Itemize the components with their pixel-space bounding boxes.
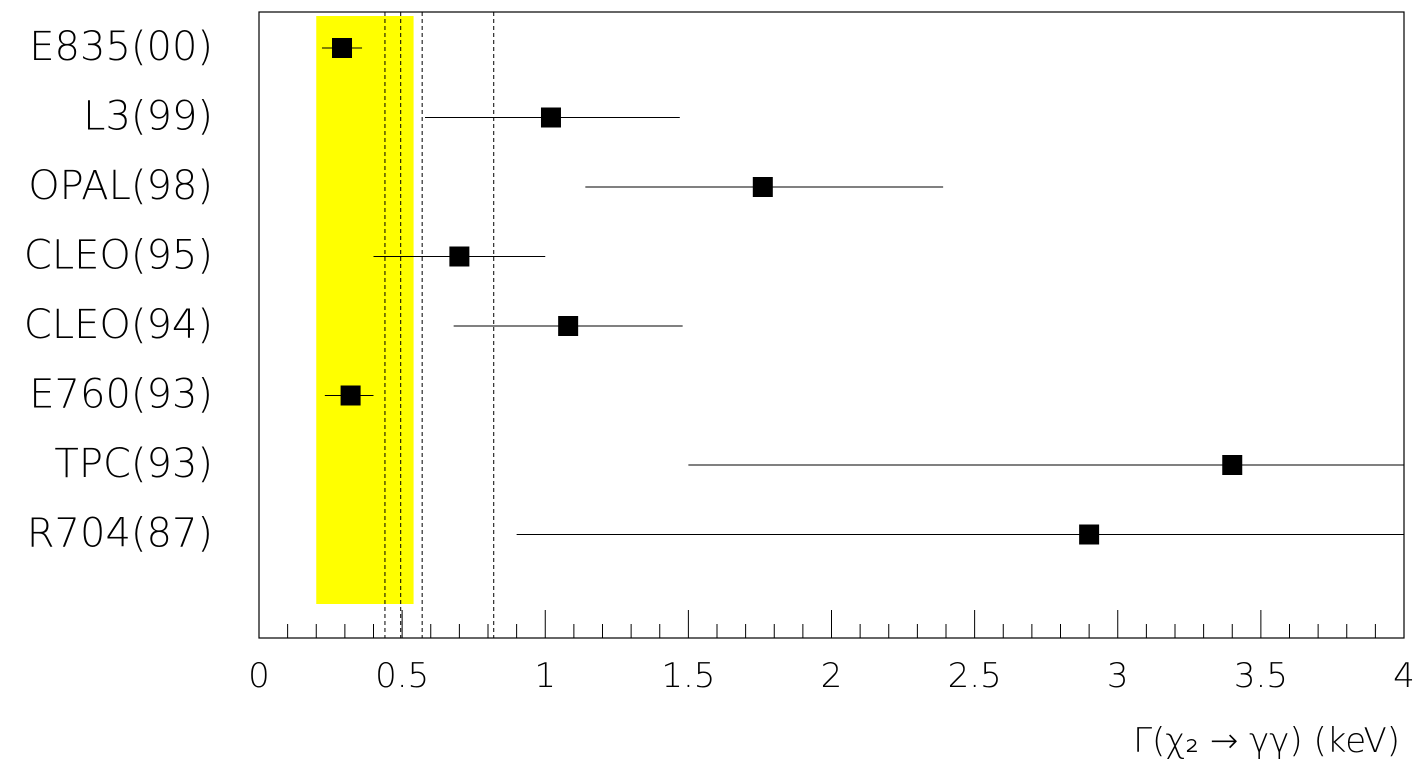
x-tick-label: 2.5 xyxy=(948,656,1002,696)
data-point-marker xyxy=(1222,455,1243,475)
category-label: OPAL(98) xyxy=(28,163,213,209)
x-tick-label: 1.5 xyxy=(661,656,715,696)
x-axis-title: Γ(χ₂ → γγ) (keV) xyxy=(1133,721,1400,761)
x-tick-label: 1 xyxy=(534,656,556,696)
data-point-marker xyxy=(1079,524,1100,545)
x-tick-label: 2 xyxy=(821,656,843,696)
category-label: CLEO(95) xyxy=(24,233,213,279)
category-label: CLEO(94) xyxy=(24,302,213,348)
shaded-band xyxy=(316,16,414,604)
data-point-marker xyxy=(332,38,353,58)
x-tick-label: 3 xyxy=(1107,656,1129,696)
x-axis-ticks xyxy=(258,610,1405,638)
markers-layer xyxy=(332,38,1243,545)
data-point-marker xyxy=(752,177,773,197)
data-point-marker xyxy=(449,246,470,267)
plot-frame xyxy=(258,11,1405,639)
reference-lines-layer xyxy=(384,12,495,638)
category-label: TPC(93) xyxy=(54,441,213,487)
category-label: E835(00) xyxy=(29,24,213,70)
y-axis-category-labels: E835(00) L3(99) OPAL(98) CLEO(95) CLEO(94) E7… xyxy=(24,24,213,557)
x-axis-tick-labels: 0 0.5 1 1.5 2 2.5 3 3.5 4 xyxy=(248,656,1415,696)
x-tick-label: 4 xyxy=(1393,656,1415,696)
data-point-marker xyxy=(540,107,561,128)
x-tick-label: 0 xyxy=(248,656,270,696)
x-tick-label: 3.5 xyxy=(1234,656,1288,696)
category-label: L3(99) xyxy=(83,94,213,140)
category-label: E760(93) xyxy=(29,372,213,418)
data-point-marker xyxy=(558,316,579,336)
x-tick-label: 0.5 xyxy=(375,656,429,696)
shaded-band-layer xyxy=(316,16,414,604)
data-point-marker xyxy=(340,385,361,406)
category-label: R704(87) xyxy=(27,511,213,557)
